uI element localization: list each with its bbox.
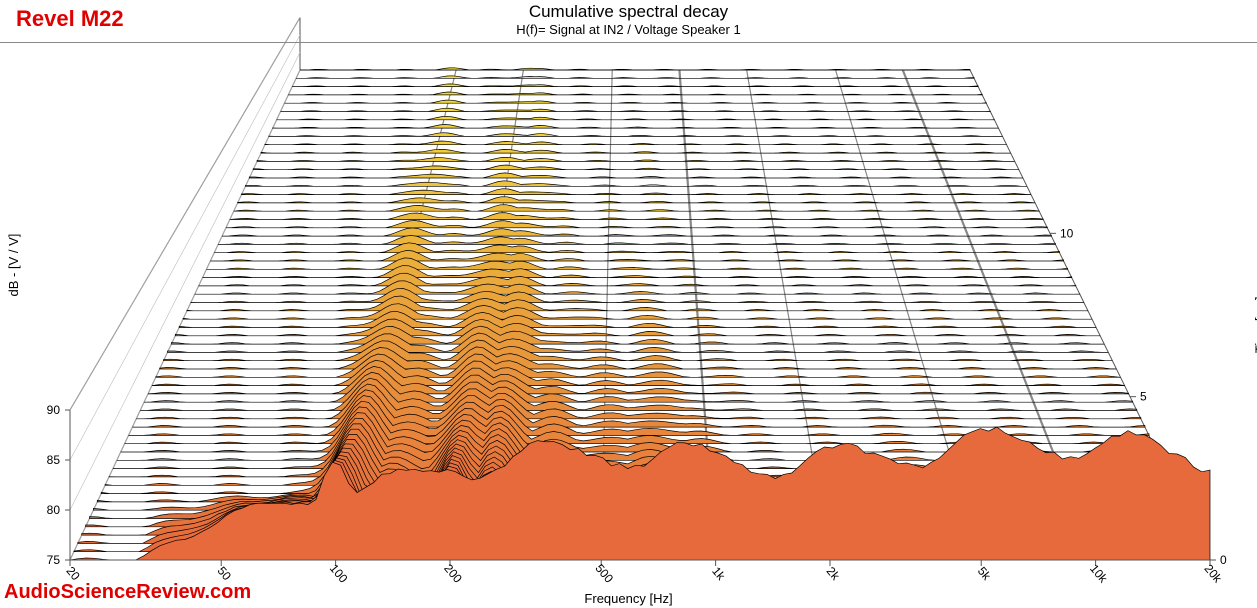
- csd-slice: [288, 92, 982, 95]
- svg-text:2k: 2k: [824, 564, 844, 583]
- top-rule: [0, 42, 1257, 43]
- csd-slice: [265, 141, 1007, 145]
- csd-slice: [245, 181, 1027, 187]
- csd-slice: [269, 133, 1003, 137]
- csd-slice: [234, 205, 1039, 212]
- csd-slice: [199, 273, 1076, 286]
- csd-slice: [156, 354, 1121, 377]
- csd-slice: [253, 165, 1019, 170]
- svg-text:5: 5: [1140, 390, 1147, 404]
- svg-text:1k: 1k: [709, 564, 729, 583]
- csd-slice: [249, 173, 1023, 178]
- csd-slice: [273, 125, 999, 129]
- csd-slice: [187, 296, 1088, 311]
- csd-slice: [152, 360, 1125, 385]
- svg-text:75: 75: [47, 553, 61, 567]
- csd-slice: [281, 108, 991, 111]
- csd-waterfall-plot: 75808590051020501002005001k2k5k10k20k: [0, 0, 1257, 608]
- csd-slice: [191, 288, 1084, 302]
- csd-slice: [183, 304, 1092, 320]
- csd-slice: [300, 68, 970, 70]
- csd-slice: [238, 197, 1036, 203]
- chart-subtitle: H(f)= Signal at IN2 / Voltage Speaker 1: [0, 22, 1257, 37]
- svg-text:85: 85: [47, 453, 61, 467]
- y-axis-label: dB - [V / V]: [6, 234, 21, 297]
- csd-slice: [218, 235, 1055, 244]
- csd-slice: [257, 157, 1015, 161]
- csd-slice: [242, 189, 1032, 195]
- csd-slice: [195, 281, 1080, 294]
- svg-text:90: 90: [47, 403, 61, 417]
- svg-text:0: 0: [1220, 553, 1227, 567]
- chart-title: Cumulative spectral decay: [0, 2, 1257, 22]
- csd-slice: [148, 366, 1129, 394]
- csd-slice: [296, 76, 974, 79]
- csd-slice: [222, 228, 1051, 236]
- svg-text:5k: 5k: [975, 564, 995, 583]
- csd-slice: [226, 221, 1047, 228]
- site-attribution: AudioScienceReview.com: [4, 581, 251, 604]
- svg-text:10k: 10k: [1087, 562, 1111, 587]
- z-axis-label: Time [ms]: [1253, 297, 1257, 354]
- csd-chart-root: Revel M22 Cumulative spectral decay H(f)…: [0, 0, 1257, 608]
- csd-slice: [230, 213, 1043, 220]
- csd-slice: [284, 100, 986, 103]
- csd-slice: [292, 84, 978, 87]
- csd-slice: [277, 116, 995, 120]
- svg-text:80: 80: [47, 503, 61, 517]
- csd-slice: [261, 149, 1011, 153]
- svg-text:100: 100: [327, 561, 351, 586]
- svg-text:500: 500: [592, 561, 616, 586]
- svg-text:10: 10: [1060, 226, 1074, 240]
- svg-text:200: 200: [441, 561, 465, 586]
- csd-slice: [140, 378, 1137, 410]
